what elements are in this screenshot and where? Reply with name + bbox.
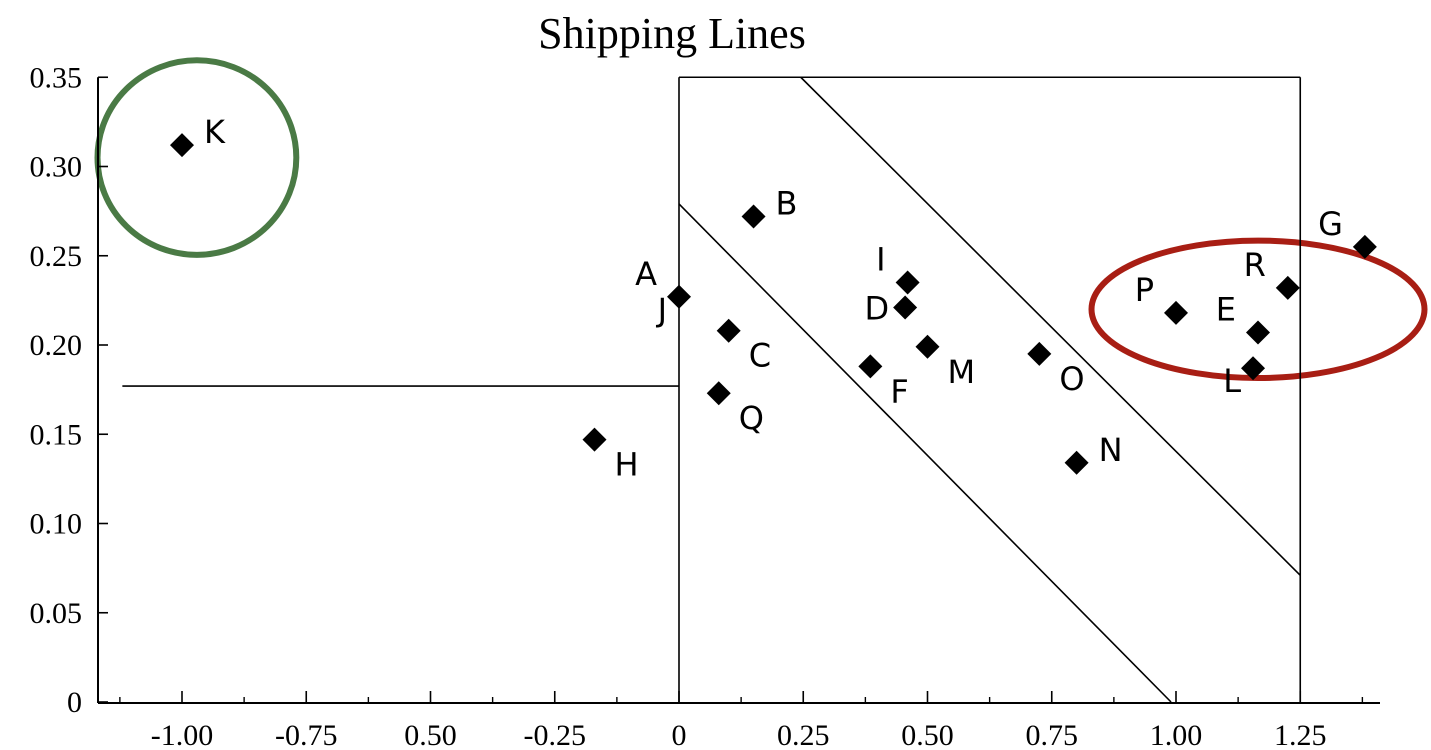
data-point-k: [170, 133, 194, 158]
point-label-i: I: [876, 241, 885, 279]
y-tick-label: 0.10: [30, 508, 83, 541]
right-cluster-circle: [1088, 237, 1428, 382]
chart-title: Shipping Lines: [538, 9, 806, 58]
data-point-a: [667, 284, 691, 309]
data-point-m: [915, 334, 940, 359]
x-tick-label: 0.75: [1026, 719, 1079, 750]
reference-lines: [122, 76, 1302, 703]
point-label-q: Q: [739, 399, 764, 437]
y-tick-label: 0.15: [30, 418, 83, 451]
y-tick-label: 0.30: [30, 151, 83, 184]
upper-diagonal: [800, 76, 1301, 576]
x-tick-label: 1.25: [1274, 719, 1327, 750]
point-label-d: D: [864, 290, 889, 328]
point-label-g: G: [1318, 205, 1343, 243]
data-point-g: [1352, 234, 1377, 259]
point-label-p: P: [1135, 271, 1154, 309]
data-point-o: [1027, 341, 1052, 366]
y-tick-label: 0.20: [30, 329, 83, 362]
data-point-r: [1275, 275, 1300, 300]
data-point-i: [895, 270, 920, 295]
data-point-f: [858, 354, 883, 379]
point-label-c: C: [749, 337, 771, 375]
point-label-n: N: [1099, 431, 1123, 469]
point-label-r: R: [1244, 246, 1266, 284]
data-point-l: [1241, 356, 1266, 381]
data-point-h: [582, 427, 607, 452]
x-tick-label: 1.00: [1150, 719, 1203, 750]
y-tick-label: 0: [67, 686, 82, 719]
x-tick-label: 0: [672, 719, 687, 750]
lower-diagonal: [678, 203, 1172, 703]
data-point-p: [1164, 300, 1188, 325]
point-label-o: O: [1059, 360, 1084, 398]
y-tick-label: 0.35: [30, 61, 83, 94]
x-tick-label: -0.25: [524, 719, 587, 750]
x-tick-label: -0.75: [275, 719, 338, 750]
x-tick-label: 0.25: [777, 719, 830, 750]
point-label-l: L: [1223, 362, 1241, 400]
point-label-j: J: [656, 291, 667, 329]
point-label-k: K: [204, 113, 226, 151]
point-label-f: F: [890, 372, 908, 410]
data-point-n: [1064, 450, 1089, 475]
data-point-d: [893, 295, 918, 320]
data-point-b: [741, 204, 766, 229]
point-label-a: A: [635, 255, 657, 293]
point-label-h: H: [615, 446, 639, 484]
k-circle: [94, 57, 300, 258]
axes: 0 0.05 0.10 0.15 0.20 0.25 0.30 0.35 -1.00 -0.75 0…: [30, 61, 1380, 750]
data-point-q: [706, 381, 731, 406]
data-point-e: [1246, 320, 1271, 345]
point-label-b: B: [776, 184, 798, 222]
x-tick-label: -1.00: [151, 719, 214, 750]
data-point-c: [716, 318, 741, 343]
y-tick-label: 0.25: [30, 240, 83, 273]
point-label-m: M: [948, 353, 976, 391]
x-tick-label: 0.50: [404, 719, 457, 750]
y-tick-label: 0.05: [30, 597, 83, 630]
x-tick-label: 0.50: [901, 719, 954, 750]
point-label-e: E: [1216, 291, 1236, 329]
data-points: K B AJ CQ H ID M F ON P EL R G: [170, 113, 1377, 484]
